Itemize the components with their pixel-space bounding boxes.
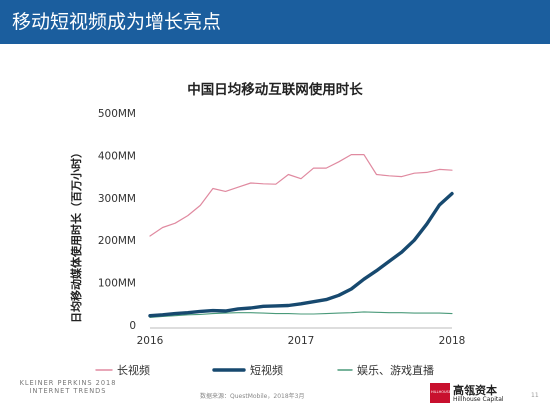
data-source: 数据来源：QuestMobile，2018年3月 (200, 393, 305, 400)
kpcb-footer-text: KLEINER PERKINS 2018 INTERNET TRENDS (19, 379, 117, 395)
chart-title: 中国日均移动互联网使用时长 (187, 82, 363, 98)
page-number: 11 (531, 392, 539, 399)
legend-label-2: 短视频 (250, 363, 283, 377)
y-axis-label: 日均移动媒体使用时长（百万小时） (69, 147, 83, 323)
legend-label-3: 娱乐、游戏直播 (357, 363, 434, 377)
x-tick-label: 2017 (288, 335, 315, 347)
y-tick-label: 300MM (98, 193, 136, 205)
legend-label-1: 长视频 (117, 363, 150, 377)
slide-title: 移动短视频成为增长亮点 (12, 11, 222, 33)
y-tick-label: 100MM (98, 278, 136, 290)
x-tick-label: 2016 (137, 335, 164, 347)
y-tick-label: 400MM (98, 150, 136, 162)
x-tick-label: 2018 (439, 335, 466, 347)
logo-box-text: HILLHOUSE (431, 390, 451, 394)
series-line-1 (149, 154, 453, 237)
series-line-3 (149, 311, 453, 318)
logo-english-name: Hillhouse Capital (453, 396, 504, 403)
logo-chinese-name: 高瓴资本 (453, 384, 497, 397)
series-line-2 (148, 191, 454, 318)
slide-banner: 移动短视频成为增长亮点 (0, 0, 550, 44)
hillhouse-logo-icon: HILLHOUSE (430, 383, 451, 403)
y-tick-label: 500MM (98, 108, 136, 120)
y-tick-label: 200MM (98, 235, 136, 247)
y-tick-label: 0 (129, 320, 136, 332)
